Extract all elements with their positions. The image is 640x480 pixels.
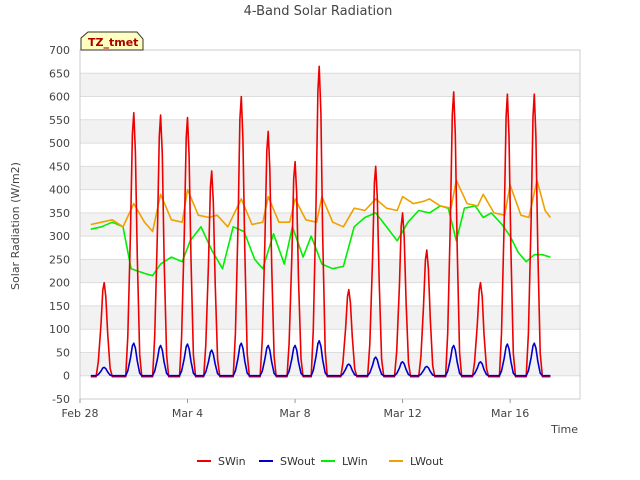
legend-label-lwout: LWout [410,455,444,468]
series-lines [90,65,552,378]
x-tick-label: Mar 4 [172,407,203,420]
y-axis-title: Solar Radiation (W/m2) [9,162,22,290]
y-tick-label: 400 [49,184,70,197]
background-band [80,50,580,74]
y-tick-label: 500 [49,137,70,150]
y-tick-label: -50 [52,393,70,406]
background-band [80,96,580,120]
series-line-swin [90,65,551,378]
background-band [80,282,580,306]
x-tick-label: Mar 12 [383,407,421,420]
plot-background-bands [80,50,580,399]
background-band [80,259,580,283]
legend: SWin SWout LWin LWout [197,455,444,468]
legend-label-swin: SWin [218,455,246,468]
series-line-lwin [90,205,551,277]
x-axis-title: Time [550,423,578,436]
series-line-lwout [90,179,552,233]
background-band [80,375,580,399]
y-tick-label: 0 [63,370,70,383]
y-tick-label: 300 [49,230,70,243]
y-tick-label: 150 [49,300,70,313]
x-tick-label: Feb 28 [62,407,99,420]
x-tick-label: Mar 16 [491,407,529,420]
y-tick-label: 350 [49,207,70,220]
legend-label-swout: SWout [280,455,316,468]
x-axis-ticks: Feb 28 Mar 4 Mar 8 Mar 12 Mar 16 [62,399,529,420]
x-tick-label: Mar 8 [279,407,310,420]
y-tick-label: 700 [49,44,70,57]
background-band [80,73,580,97]
series-line-swout [90,340,551,377]
y-tick-label: 450 [49,160,70,173]
y-tick-label: 600 [49,91,70,104]
y-tick-label: 200 [49,277,70,290]
y-tick-label: 250 [49,253,70,266]
station-badge-label: TZ_tmet [88,36,138,49]
background-band [80,189,580,213]
y-tick-label: 650 [49,67,70,80]
station-badge: TZ_tmet [80,31,144,51]
background-band [80,212,580,237]
plot-frame [79,49,581,400]
chart-title: 4-Band Solar Radiation [244,4,393,19]
y-tick-label: 550 [49,114,70,127]
y-tick-label: 100 [49,323,70,336]
background-band [80,305,580,330]
background-band [80,236,580,260]
y-axis-ticks: -50 0 50 100 150 200 250 300 350 400 450 500 550 600 6… [49,44,70,406]
legend-label-lwin: LWin [342,455,368,468]
y-tick-label: 50 [56,346,70,359]
